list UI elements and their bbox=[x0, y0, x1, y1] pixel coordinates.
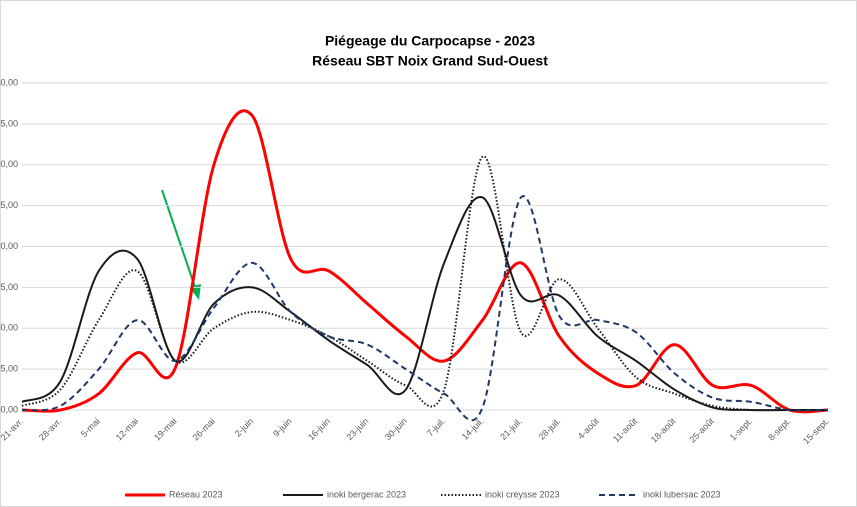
y-tick-label: 40,00 bbox=[0, 77, 18, 87]
chart-title: Piégeage du Carpocapse - 2023 bbox=[325, 33, 535, 49]
y-tick-label: 25,00 bbox=[0, 200, 18, 210]
legend-label: inoki creysse 2023 bbox=[485, 489, 560, 499]
legend-label: inoki lubersac 2023 bbox=[643, 489, 721, 499]
y-tick-label: 10,00 bbox=[0, 323, 18, 333]
legend-label: Réseau 2023 bbox=[169, 489, 223, 499]
legend-label: inoki bergerac 2023 bbox=[327, 489, 406, 499]
y-tick-label: 30,00 bbox=[0, 159, 18, 169]
series-line bbox=[21, 109, 829, 414]
y-tick-label: 15,00 bbox=[0, 282, 18, 292]
y-tick-label: 20,00 bbox=[0, 241, 18, 251]
y-tick-label: 0,00 bbox=[0, 404, 18, 414]
series-line bbox=[21, 195, 829, 422]
chart-subtitle: Réseau SBT Noix Grand Sud-Ouest bbox=[312, 53, 548, 69]
y-tick-label: 35,00 bbox=[0, 118, 18, 128]
y-tick-label: 5,00 bbox=[0, 364, 18, 374]
series-line bbox=[21, 196, 828, 412]
